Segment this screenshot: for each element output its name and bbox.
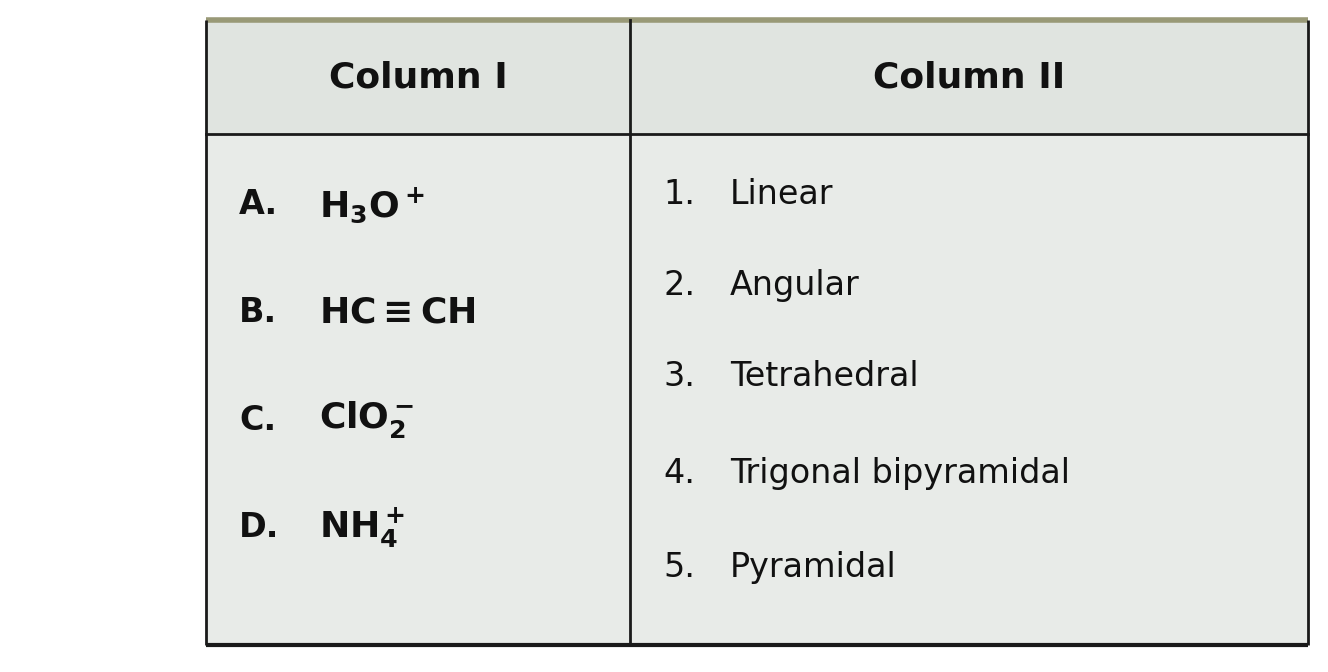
Text: A.: A. xyxy=(239,188,278,222)
Text: 4.: 4. xyxy=(664,457,696,491)
Text: Column II: Column II xyxy=(872,60,1065,94)
Text: $\mathbf{H_3O^+}$: $\mathbf{H_3O^+}$ xyxy=(319,185,424,225)
Text: 5.: 5. xyxy=(664,551,696,585)
Text: Tetrahedral: Tetrahedral xyxy=(730,360,919,393)
Text: Angular: Angular xyxy=(730,269,859,302)
Bar xyxy=(206,20,1308,134)
Text: 1.: 1. xyxy=(664,178,696,212)
Text: 2.: 2. xyxy=(664,269,696,302)
Text: Trigonal bipyramidal: Trigonal bipyramidal xyxy=(730,457,1070,491)
Text: C.: C. xyxy=(239,403,276,437)
Text: $\mathbf{HC{\equiv}CH}$: $\mathbf{HC{\equiv}CH}$ xyxy=(319,296,475,329)
Text: $\mathbf{ClO_2^-}$: $\mathbf{ClO_2^-}$ xyxy=(319,399,414,441)
Text: Linear: Linear xyxy=(730,178,833,212)
Text: B.: B. xyxy=(239,296,278,329)
Text: Pyramidal: Pyramidal xyxy=(730,551,896,585)
Text: 3.: 3. xyxy=(664,360,696,393)
Text: $\mathbf{NH_4^+}$: $\mathbf{NH_4^+}$ xyxy=(319,505,405,550)
Text: Column I: Column I xyxy=(328,60,507,94)
Bar xyxy=(206,20,1308,645)
Text: D.: D. xyxy=(239,511,279,544)
